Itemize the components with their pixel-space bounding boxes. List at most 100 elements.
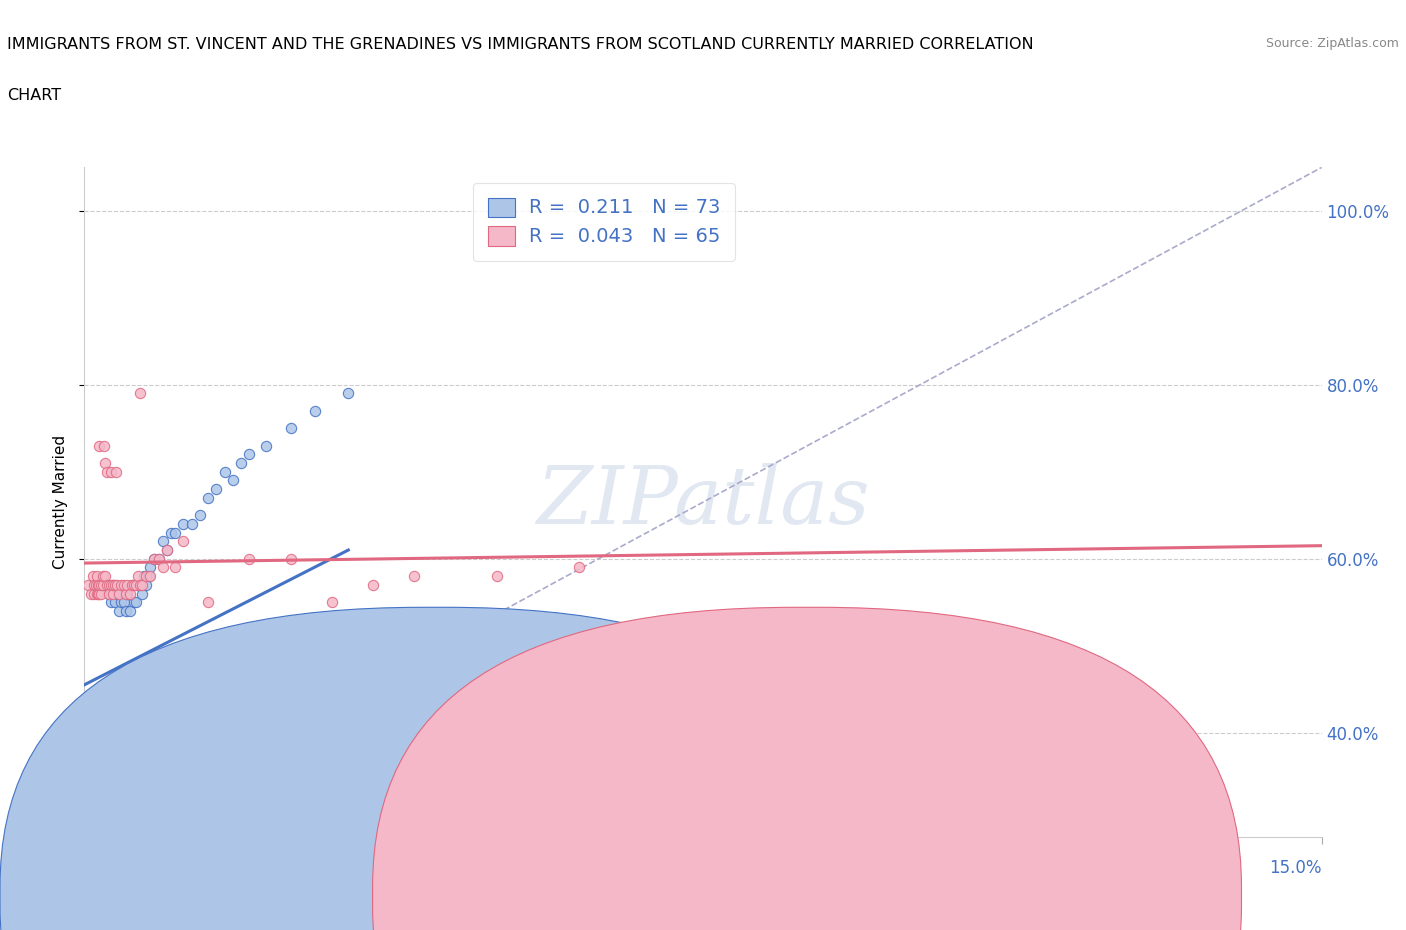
Point xyxy=(77,578,100,592)
Point xyxy=(118,586,141,601)
Point xyxy=(180,516,202,531)
Point xyxy=(86,760,108,775)
Point xyxy=(83,586,105,601)
Point xyxy=(131,586,153,601)
Text: CHART: CHART xyxy=(7,88,60,103)
Point xyxy=(83,760,105,775)
Point xyxy=(104,595,127,610)
Point xyxy=(98,586,121,601)
Point xyxy=(148,551,170,566)
Point xyxy=(280,551,302,566)
Point xyxy=(254,438,277,453)
Point xyxy=(90,586,112,601)
Point xyxy=(96,578,118,592)
Point xyxy=(135,578,157,592)
Point xyxy=(214,464,236,479)
Point xyxy=(117,578,139,592)
Point xyxy=(103,586,125,601)
Point xyxy=(91,760,114,775)
Point xyxy=(86,751,108,766)
Point xyxy=(197,490,219,505)
Point xyxy=(124,578,146,592)
Point xyxy=(131,578,153,592)
Point xyxy=(121,578,143,592)
Point xyxy=(100,578,122,592)
Point xyxy=(197,595,219,610)
Point xyxy=(815,664,838,679)
Point xyxy=(104,725,127,740)
Point xyxy=(118,604,141,618)
Point xyxy=(222,473,245,488)
Point xyxy=(90,751,112,766)
Point xyxy=(110,595,132,610)
Point xyxy=(104,578,127,592)
Point xyxy=(91,568,114,583)
Point xyxy=(89,586,111,601)
Point xyxy=(80,586,103,601)
Point xyxy=(165,560,187,575)
Point xyxy=(90,760,112,775)
Point xyxy=(118,699,141,714)
Text: 0.0%: 0.0% xyxy=(84,858,127,877)
Point xyxy=(86,760,108,775)
Point xyxy=(129,578,152,592)
Point xyxy=(104,464,127,479)
Text: Immigrants from St. Vincent and the Grenadines: Immigrants from St. Vincent and the Gren… xyxy=(457,889,794,904)
Point xyxy=(86,568,108,583)
Point xyxy=(105,578,128,592)
Point xyxy=(96,742,118,757)
Point xyxy=(304,404,326,418)
Point xyxy=(238,551,260,566)
Point xyxy=(103,578,125,592)
Point xyxy=(152,534,174,549)
Point xyxy=(127,578,149,592)
Point xyxy=(87,751,110,766)
Point xyxy=(139,560,162,575)
Text: 15.0%: 15.0% xyxy=(1270,858,1322,877)
Point xyxy=(152,560,174,575)
Point xyxy=(138,568,160,583)
Point xyxy=(148,551,170,566)
Point xyxy=(82,751,104,766)
Point xyxy=(124,595,146,610)
Point xyxy=(143,551,166,566)
Point xyxy=(89,769,111,784)
Point xyxy=(86,586,108,601)
Point xyxy=(87,578,110,592)
Point xyxy=(337,386,360,401)
Point xyxy=(110,716,132,731)
Point xyxy=(94,751,117,766)
Point xyxy=(108,586,131,601)
Point xyxy=(89,751,111,766)
Point xyxy=(692,612,714,627)
Point xyxy=(139,568,162,583)
Point xyxy=(77,742,100,757)
Point xyxy=(82,568,104,583)
Point xyxy=(188,508,211,523)
Point xyxy=(94,578,117,592)
Point xyxy=(93,742,115,757)
Point xyxy=(205,482,228,497)
Point xyxy=(89,438,111,453)
Point xyxy=(568,560,591,575)
Point xyxy=(91,578,114,592)
Point xyxy=(80,760,103,775)
Point xyxy=(98,578,121,592)
Point xyxy=(83,578,105,592)
Point xyxy=(110,578,132,592)
Point xyxy=(100,742,122,757)
Point xyxy=(114,586,136,601)
Point xyxy=(122,578,145,592)
Point xyxy=(160,525,183,540)
Point xyxy=(84,578,107,592)
Point xyxy=(86,586,108,601)
Point xyxy=(172,534,194,549)
Point xyxy=(117,586,139,601)
Point xyxy=(127,568,149,583)
Point xyxy=(112,578,135,592)
Point xyxy=(485,568,508,583)
Text: Immigrants from Scotland: Immigrants from Scotland xyxy=(830,889,1011,904)
Point xyxy=(83,777,105,792)
Point xyxy=(98,586,121,601)
Y-axis label: Currently Married: Currently Married xyxy=(52,435,67,569)
